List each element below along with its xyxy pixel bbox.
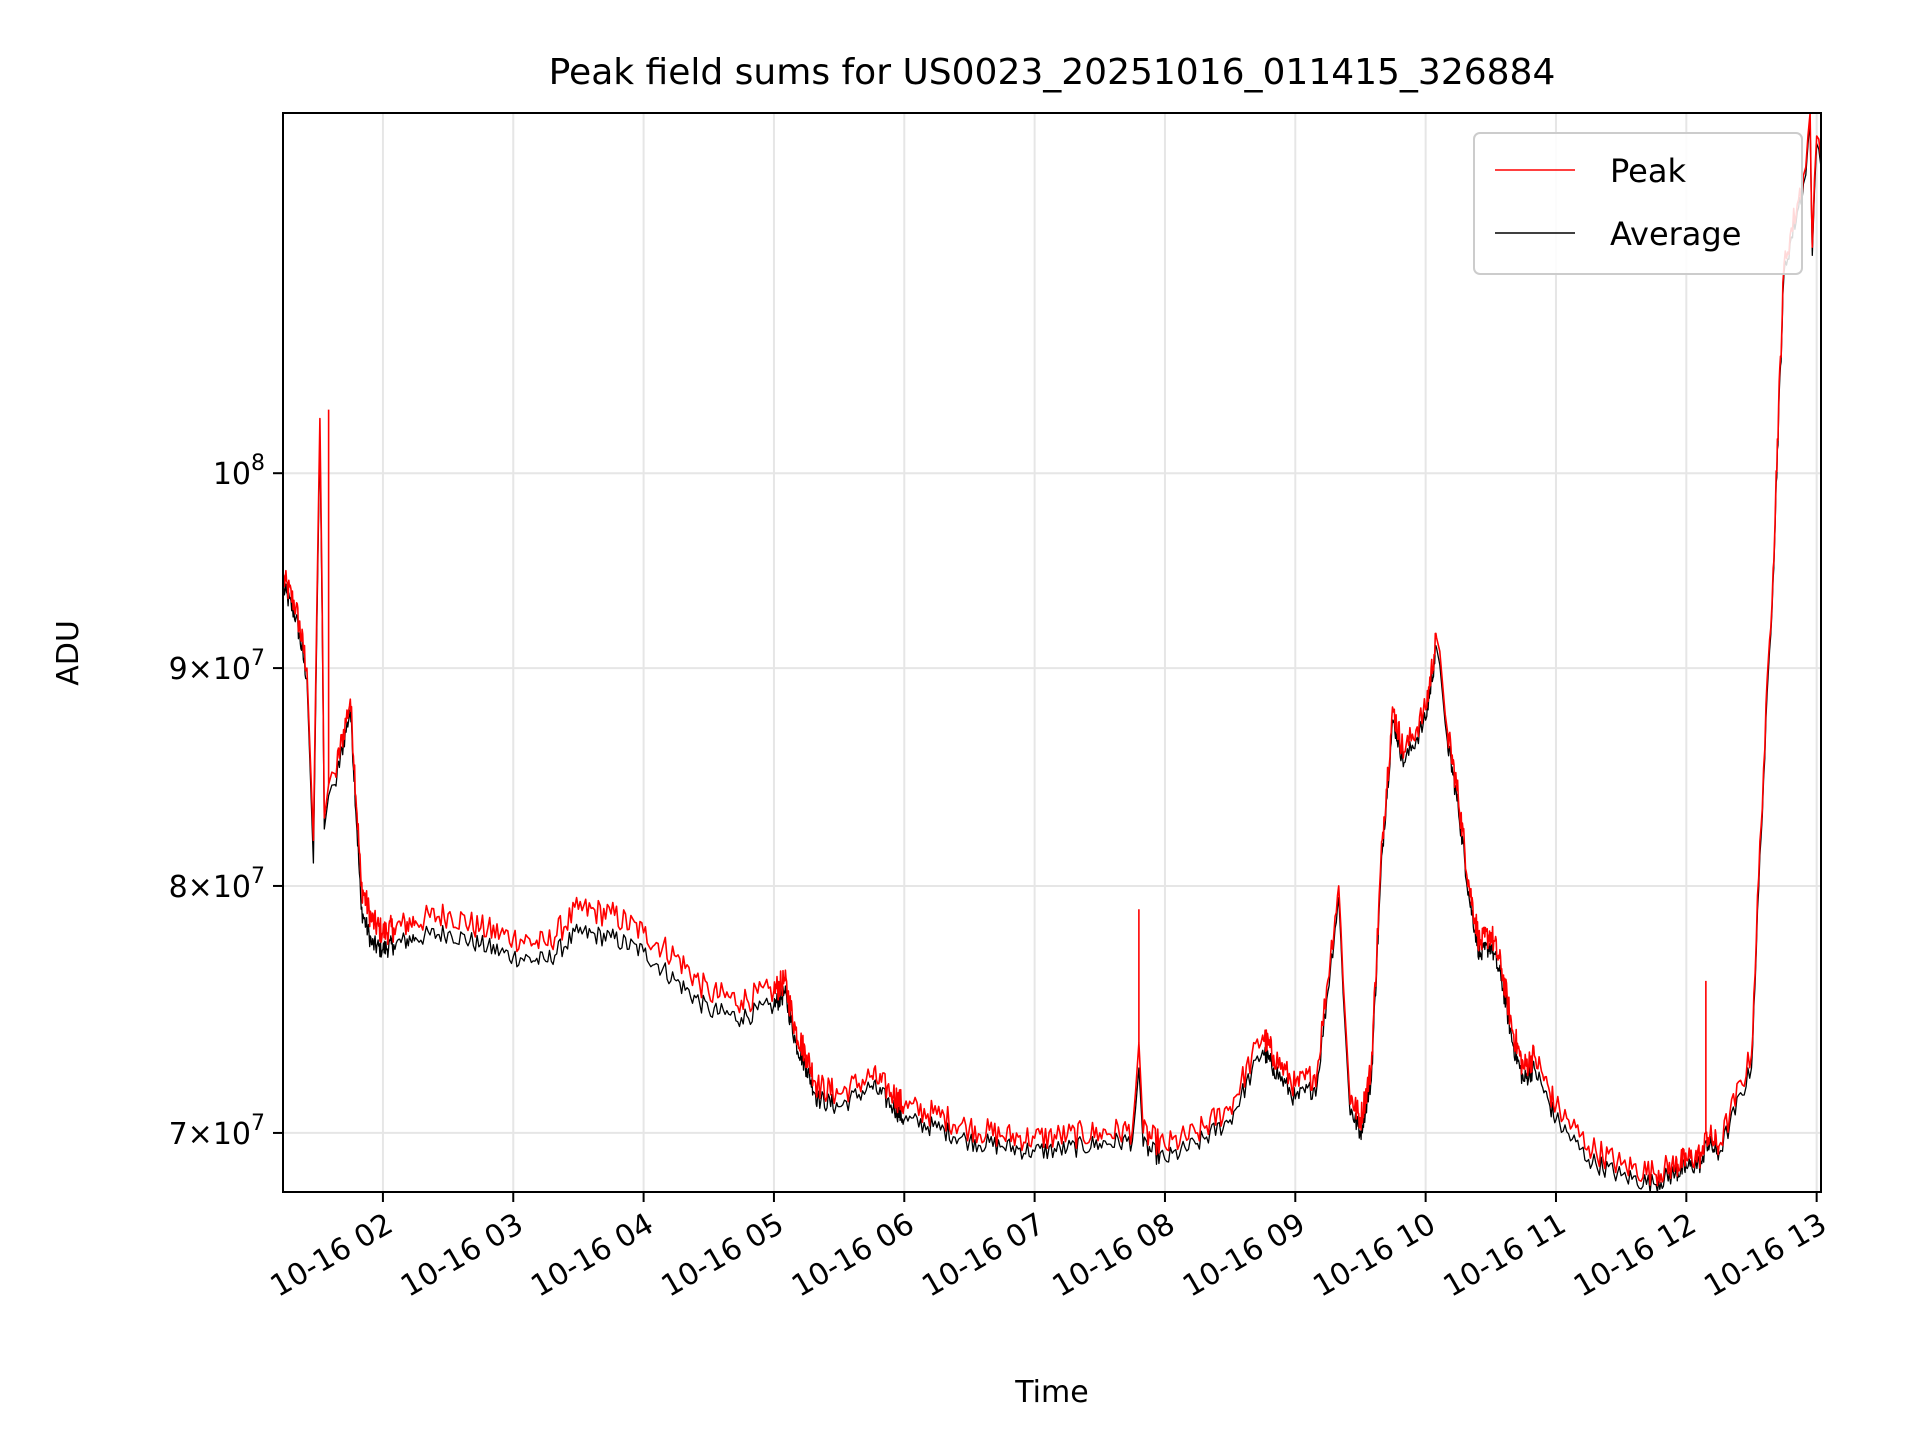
y-tick-label: 9×107: [169, 646, 265, 687]
y-tick-label: 108: [213, 451, 265, 492]
y-tick-label: 8×107: [169, 864, 265, 905]
series-layer: [282, 112, 1822, 1194]
chart-title: Peak field sums for US0023_20251016_0114…: [549, 52, 1556, 93]
y-tick-label: 7×107: [169, 1111, 265, 1152]
legend-box: [1473, 132, 1803, 275]
series-line-average: [282, 119, 1822, 1194]
plot-frame: [282, 112, 1822, 1193]
grid: [283, 113, 1821, 1192]
legend-label-peak: Peak: [1610, 152, 1686, 190]
legend: Peak Average: [1473, 132, 1803, 275]
legend-label-average: Average: [1610, 215, 1741, 253]
series-line-peak: [282, 112, 1822, 1187]
x-axis-label: Time: [1014, 1375, 1088, 1410]
y-axis-ticks: 7×107 8×107 9×107 108: [169, 451, 283, 1152]
y-axis-label: ADU: [51, 620, 86, 686]
